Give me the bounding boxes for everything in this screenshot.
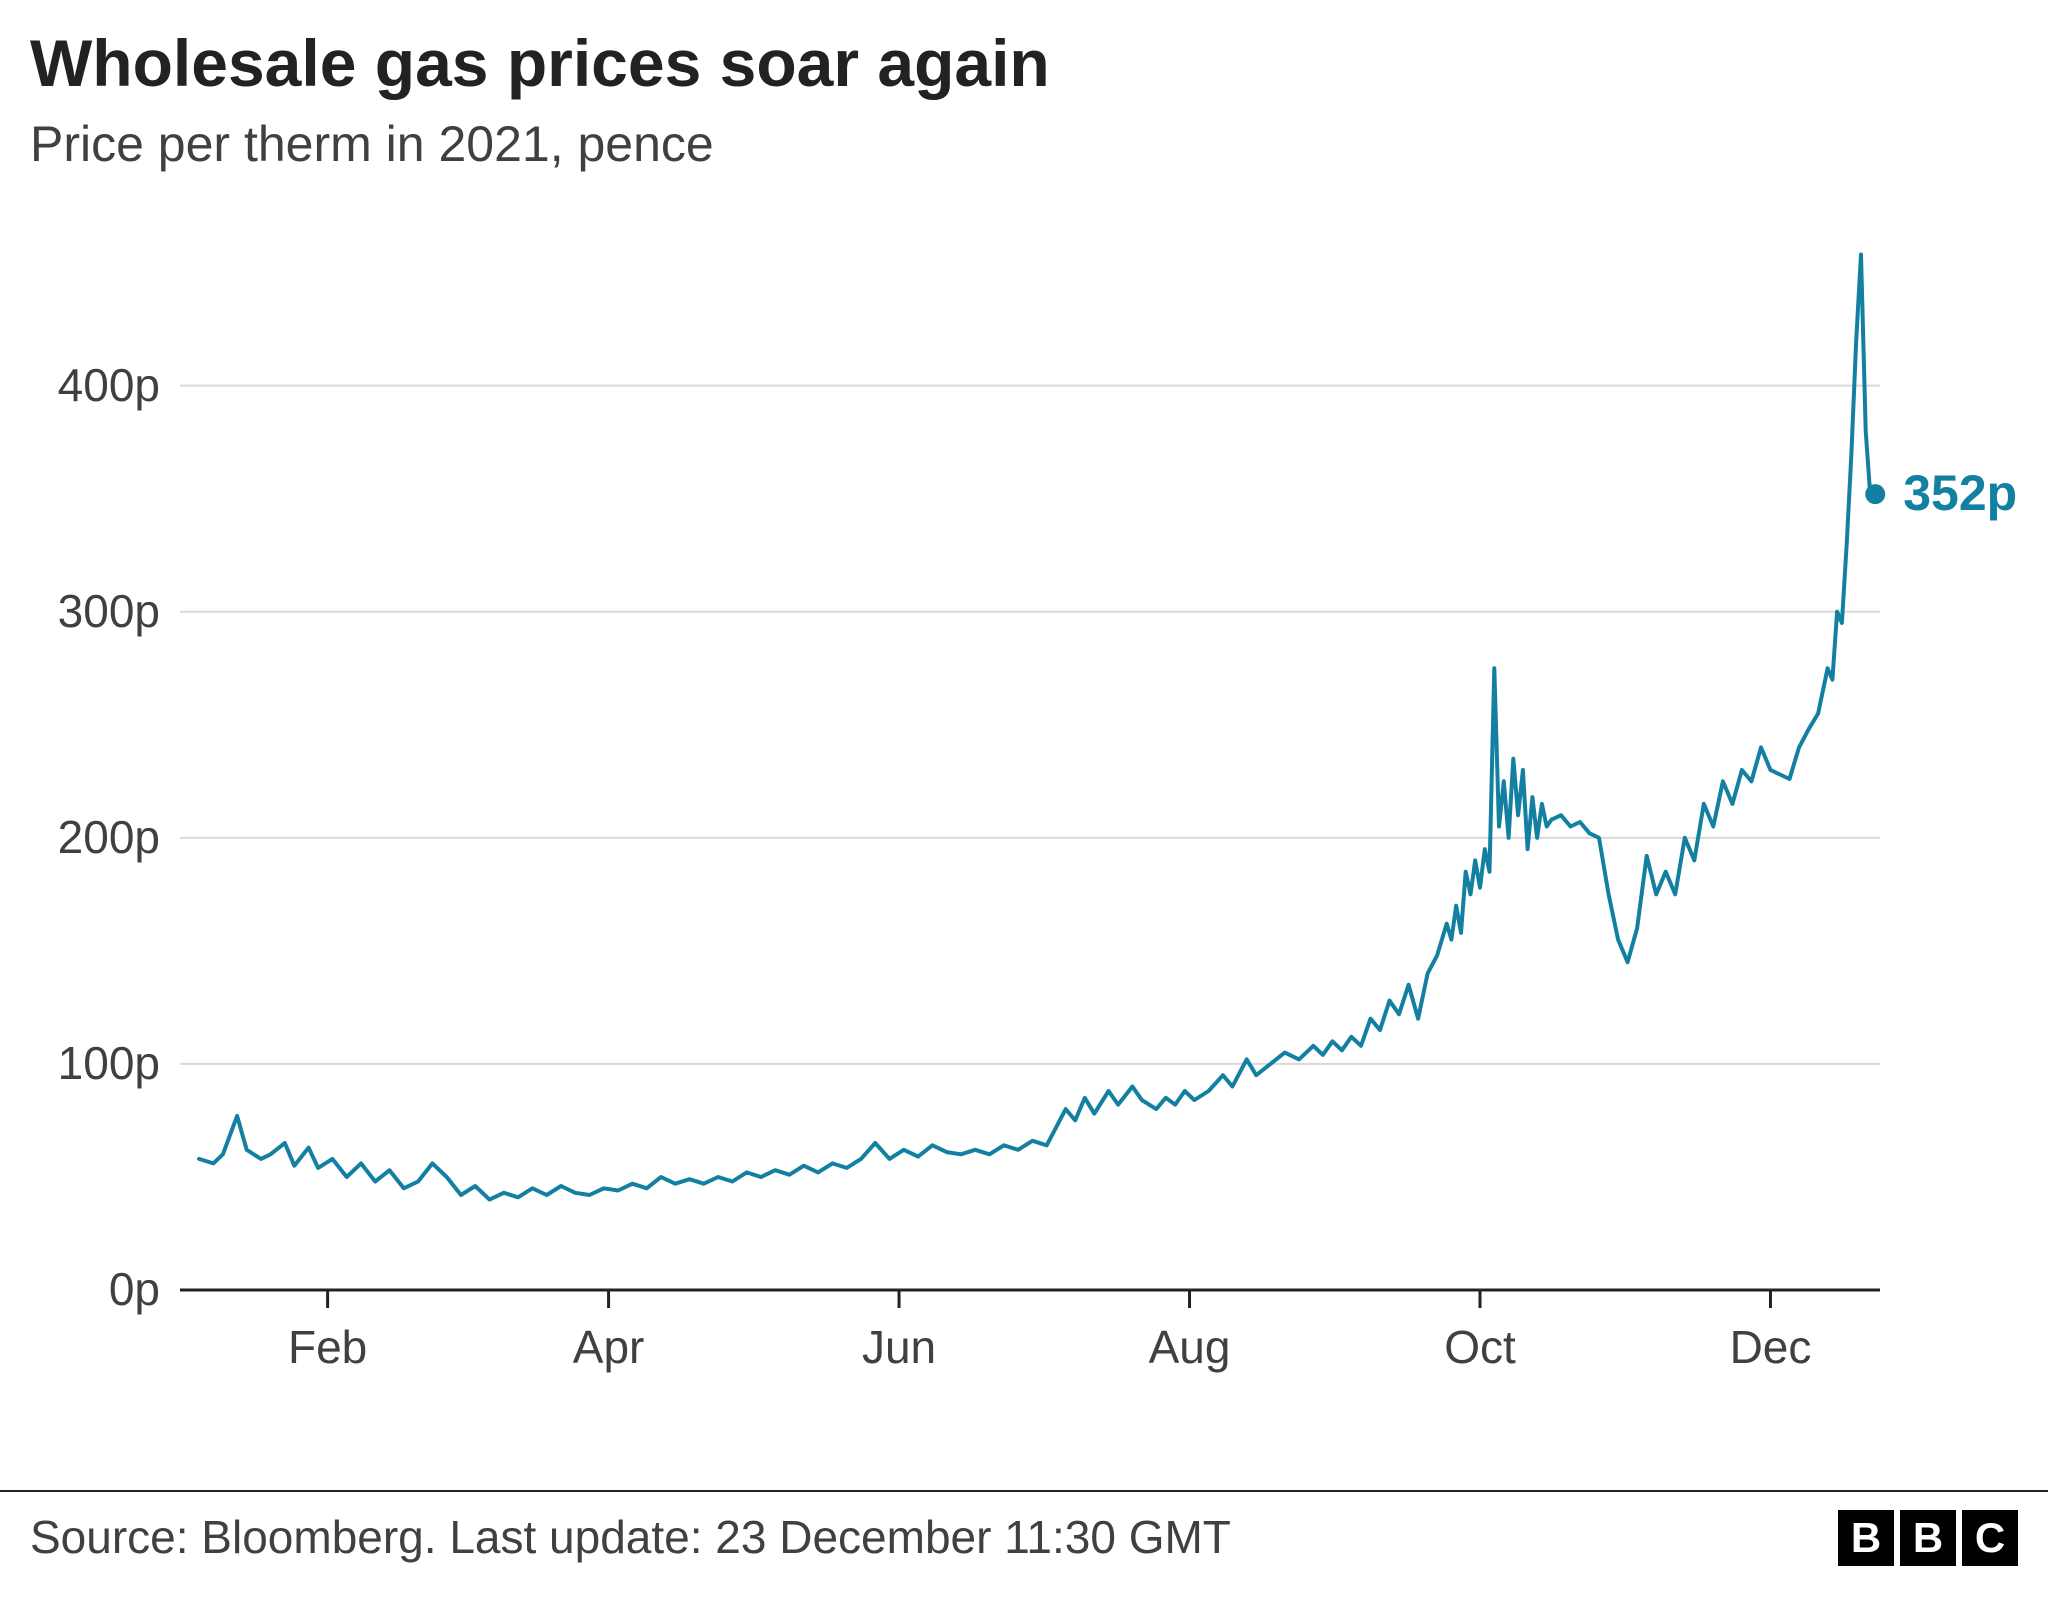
bbc-box-1: B — [1838, 1510, 1894, 1566]
x-tick-label: Jun — [862, 1320, 936, 1374]
x-tick-label: Apr — [573, 1320, 645, 1374]
y-tick-label: 200p — [0, 810, 160, 864]
end-value-label: 352p — [1903, 464, 2017, 522]
y-tick-label: 100p — [0, 1036, 160, 1090]
footer-rule — [0, 1490, 2048, 1492]
chart-container: Wholesale gas prices soar again Price pe… — [0, 0, 2048, 1600]
bbc-box-3: C — [1962, 1510, 2018, 1566]
line-chart — [0, 210, 2048, 1440]
x-tick-label: Dec — [1730, 1320, 1812, 1374]
y-tick-label: 0p — [0, 1262, 160, 1316]
x-tick-label: Oct — [1444, 1320, 1516, 1374]
bbc-logo: B B C — [1838, 1510, 2018, 1566]
x-tick-label: Aug — [1149, 1320, 1231, 1374]
bbc-box-2: B — [1900, 1510, 1956, 1566]
x-tick-label: Feb — [288, 1320, 367, 1374]
source-text: Source: Bloomberg. Last update: 23 Decem… — [30, 1510, 1231, 1564]
chart-title: Wholesale gas prices soar again — [30, 25, 1050, 101]
chart-subtitle: Price per therm in 2021, pence — [30, 115, 714, 173]
y-tick-label: 300p — [0, 584, 160, 638]
y-tick-label: 400p — [0, 358, 160, 412]
